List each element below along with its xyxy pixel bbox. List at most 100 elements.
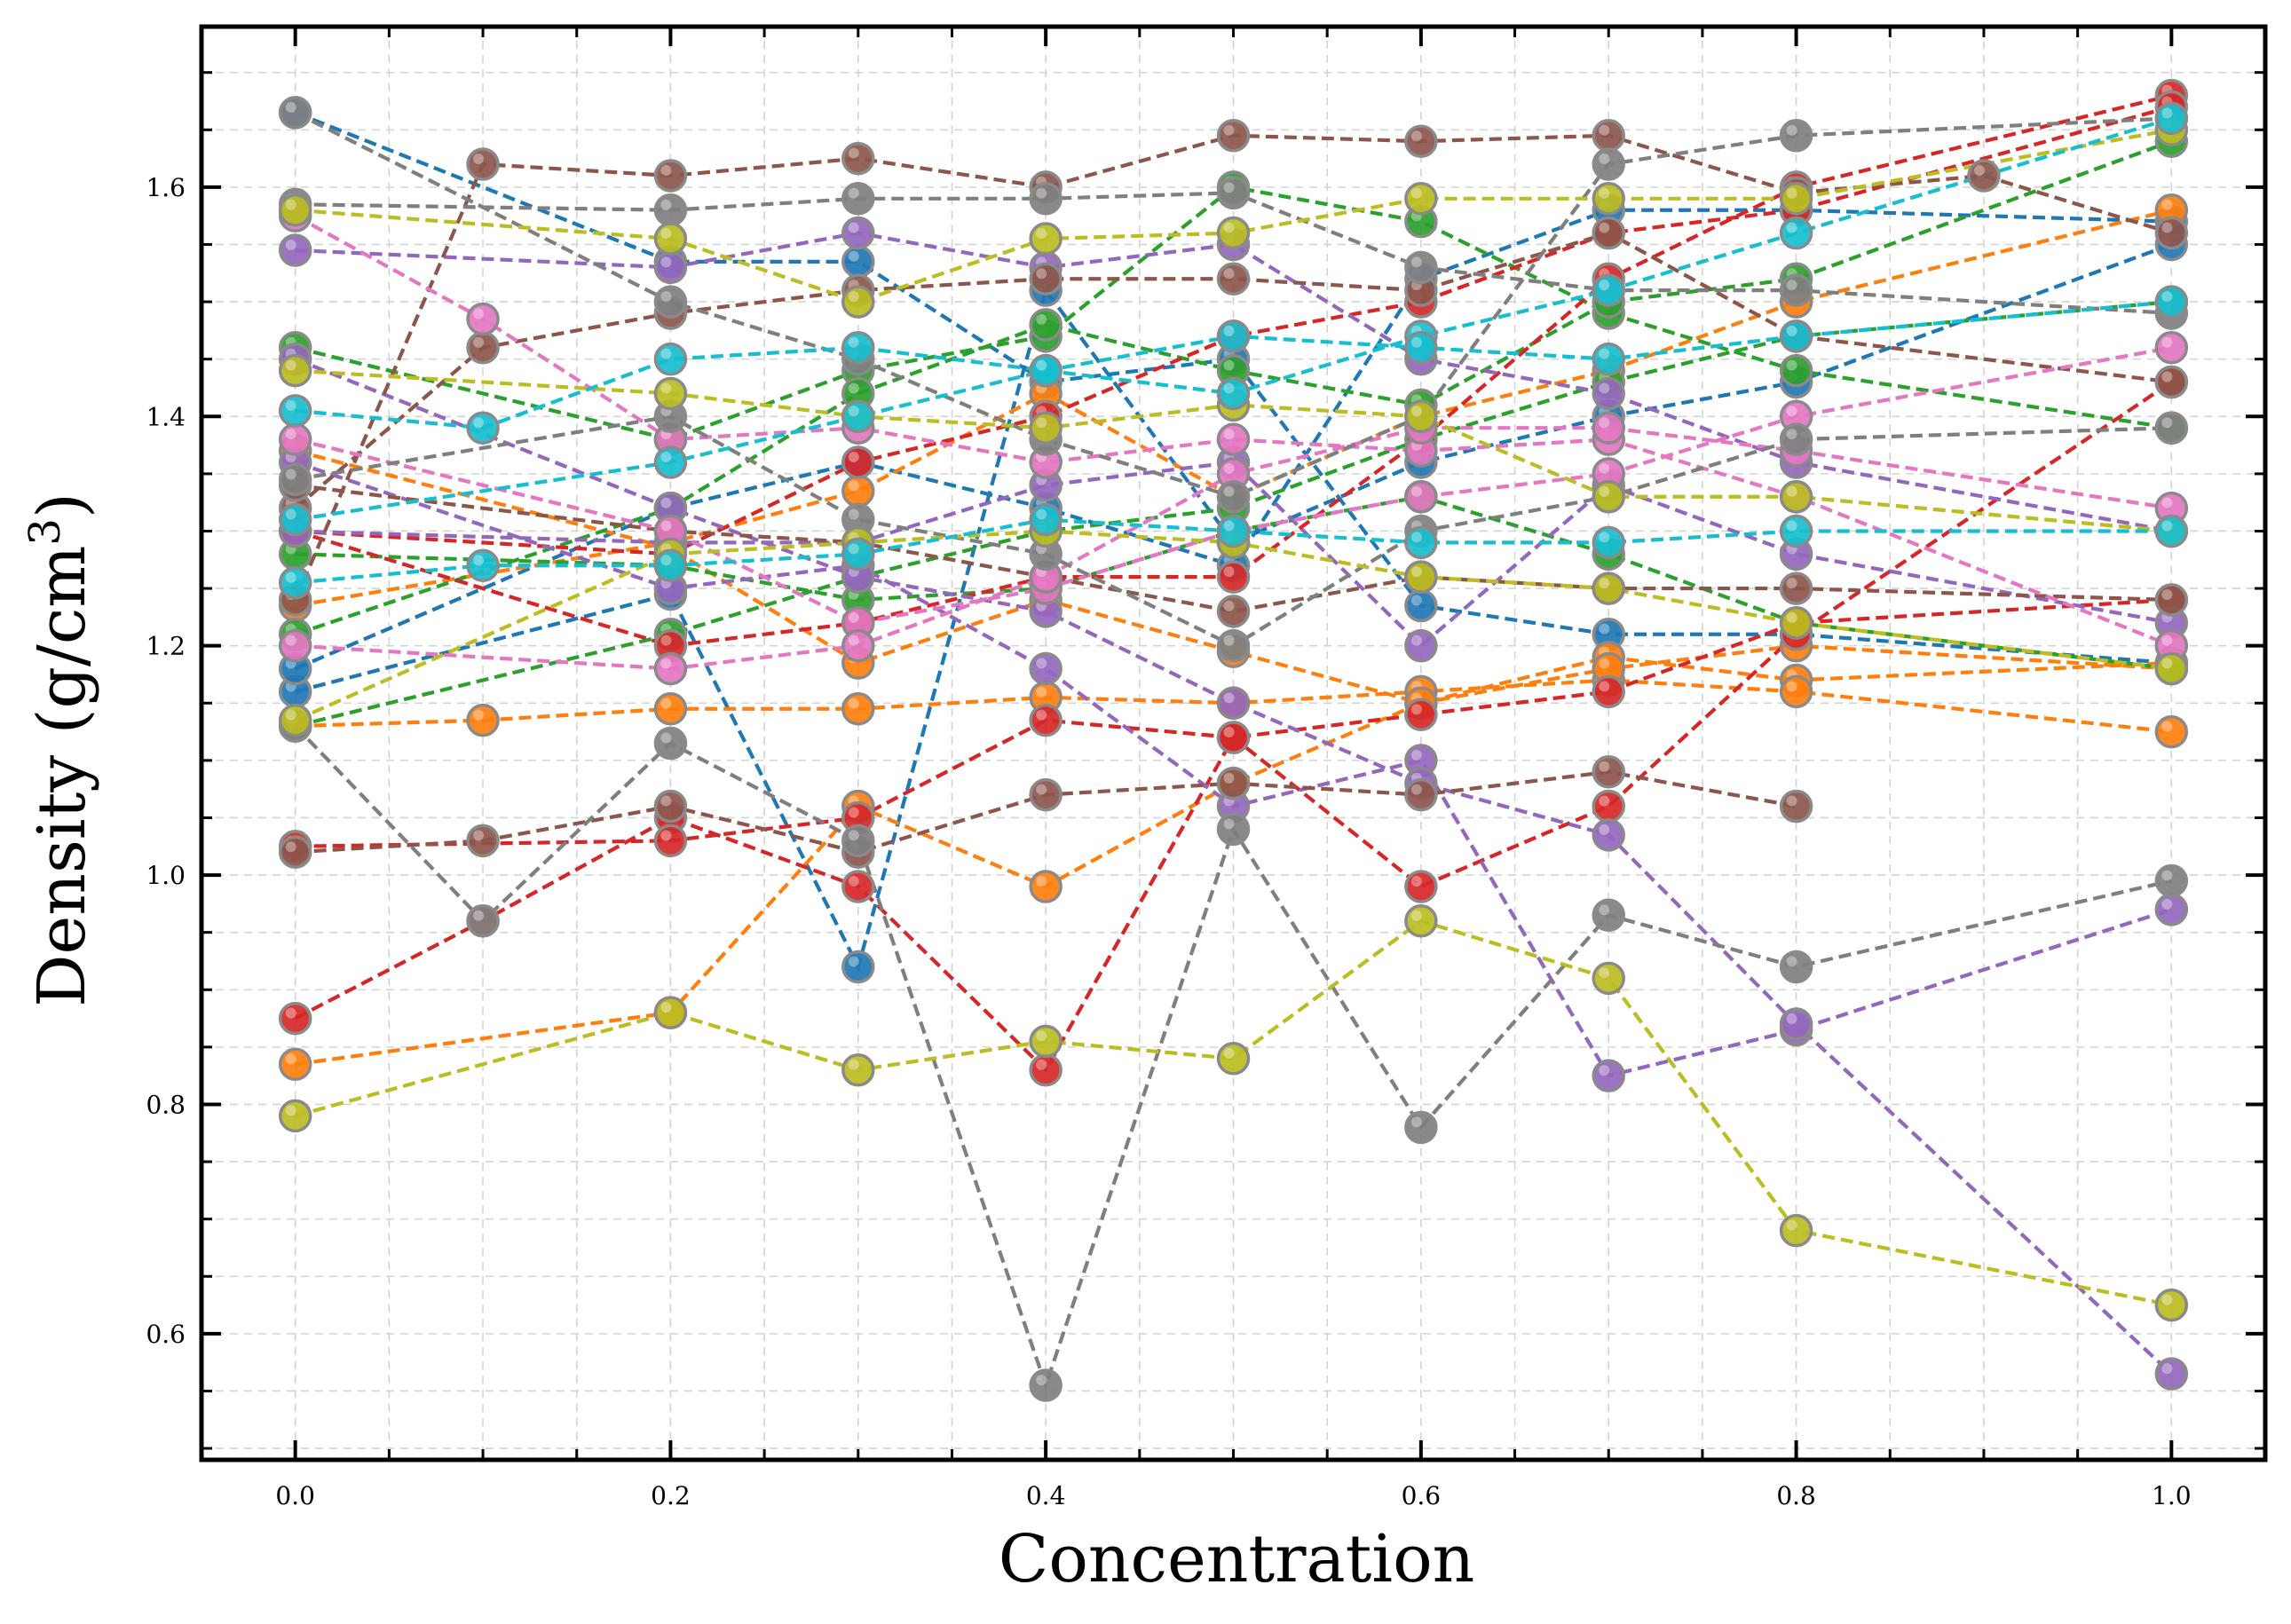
data-point-highlight xyxy=(1223,485,1235,497)
data-point xyxy=(1592,755,1625,789)
data-point xyxy=(1404,870,1438,903)
data-point xyxy=(1592,479,1625,514)
data-point-highlight xyxy=(1223,566,1235,578)
series-37-markers xyxy=(278,285,2189,537)
y-tick-labels: 0.6 0.8 1.0 1.2 1.4 1.6 xyxy=(146,173,186,1349)
data-point xyxy=(1592,216,1625,250)
data-point-highlight xyxy=(285,359,296,371)
data-point-highlight xyxy=(285,841,296,853)
series-36-markers xyxy=(278,502,2189,600)
data-point-highlight xyxy=(1036,228,1047,240)
data-point xyxy=(1216,1042,1251,1076)
data-point xyxy=(1779,950,1813,984)
data-point-highlight xyxy=(1036,876,1047,887)
data-point-highlight xyxy=(473,308,485,319)
data-point-highlight xyxy=(1223,1047,1235,1059)
data-point-highlight xyxy=(285,429,296,440)
data-point xyxy=(1216,766,1251,800)
data-point xyxy=(1592,674,1625,709)
data-point xyxy=(653,996,688,1029)
data-point-highlight xyxy=(1786,280,1797,291)
data-point xyxy=(1216,216,1251,250)
data-point xyxy=(1779,273,1813,307)
data-point-highlight xyxy=(1599,578,1610,589)
data-point xyxy=(2154,651,2189,686)
data-point-highlight xyxy=(1786,124,1797,136)
data-point xyxy=(2154,714,2189,749)
data-point-highlight xyxy=(1410,595,1422,606)
data-point-highlight xyxy=(848,250,859,262)
data-point xyxy=(2154,411,2189,445)
data-point xyxy=(841,691,875,726)
series-line xyxy=(295,105,2172,556)
data-point-highlight xyxy=(2161,497,2173,508)
data-point-highlight xyxy=(1786,325,1797,336)
data-point xyxy=(653,193,688,227)
data-point-highlight xyxy=(2161,107,2173,119)
data-point xyxy=(2154,514,2189,548)
data-point xyxy=(278,353,312,388)
data-point xyxy=(1592,147,1625,181)
series-line xyxy=(295,918,2172,1307)
data-point xyxy=(2154,583,2189,617)
data-point-highlight xyxy=(1786,359,1797,371)
data-point-highlight xyxy=(473,555,485,566)
data-point xyxy=(1029,262,1063,296)
data-point-highlight xyxy=(1223,429,1235,440)
data-point xyxy=(466,548,500,582)
data-point-highlight xyxy=(1410,749,1422,761)
data-point-highlight xyxy=(1599,681,1610,692)
series-15 xyxy=(295,105,2172,556)
y-axis-title-close: ) xyxy=(24,493,100,518)
data-point xyxy=(1404,250,1438,285)
data-point xyxy=(841,628,875,663)
data-point-highlight xyxy=(1786,429,1797,440)
data-point xyxy=(1779,479,1813,514)
data-point-highlight xyxy=(1223,268,1235,280)
data-point-highlight xyxy=(285,469,296,480)
data-point xyxy=(1216,686,1251,721)
data-point xyxy=(1592,818,1625,852)
series-line xyxy=(294,357,2173,1376)
data-point-highlight xyxy=(1599,280,1610,291)
data-point-highlight xyxy=(660,291,672,303)
data-point-highlight xyxy=(1036,417,1047,429)
data-point xyxy=(653,250,688,285)
data-point xyxy=(1216,812,1251,847)
data-point xyxy=(278,565,312,600)
data-point-highlight xyxy=(1410,1116,1422,1128)
data-point-highlight xyxy=(848,187,859,199)
data-point-highlight xyxy=(1786,611,1797,623)
data-point-highlight xyxy=(2161,336,2173,348)
data-point-highlight xyxy=(1036,359,1047,371)
data-point xyxy=(841,182,875,216)
data-point xyxy=(1029,353,1063,388)
data-point-highlight xyxy=(848,611,859,623)
data-point xyxy=(1592,898,1625,933)
series-13 xyxy=(295,597,2172,848)
data-point-highlight xyxy=(848,876,859,887)
data-point-highlight xyxy=(1973,164,1985,176)
data-point xyxy=(1029,870,1063,903)
series-line xyxy=(295,483,2172,614)
series-line xyxy=(295,208,2172,608)
data-point-highlight xyxy=(1599,532,1610,543)
data-point-highlight xyxy=(285,1105,296,1116)
data-point xyxy=(1779,422,1813,456)
data-point-highlight xyxy=(1223,182,1235,193)
axis-ticks xyxy=(201,27,2265,1460)
data-point-highlight xyxy=(2161,520,2173,532)
data-point-highlight xyxy=(1036,313,1047,325)
data-point-highlight xyxy=(848,451,859,462)
y-tick-label: 1.6 xyxy=(146,173,186,202)
grid-lines xyxy=(201,27,2266,1460)
data-point xyxy=(1592,411,1625,445)
series-23 xyxy=(295,483,2172,614)
data-point xyxy=(653,376,688,411)
series-line xyxy=(295,517,2172,585)
data-point-highlight xyxy=(1223,818,1235,830)
data-point-highlight xyxy=(1036,508,1047,520)
data-point-highlight xyxy=(1599,154,1610,165)
data-point xyxy=(1404,479,1438,514)
